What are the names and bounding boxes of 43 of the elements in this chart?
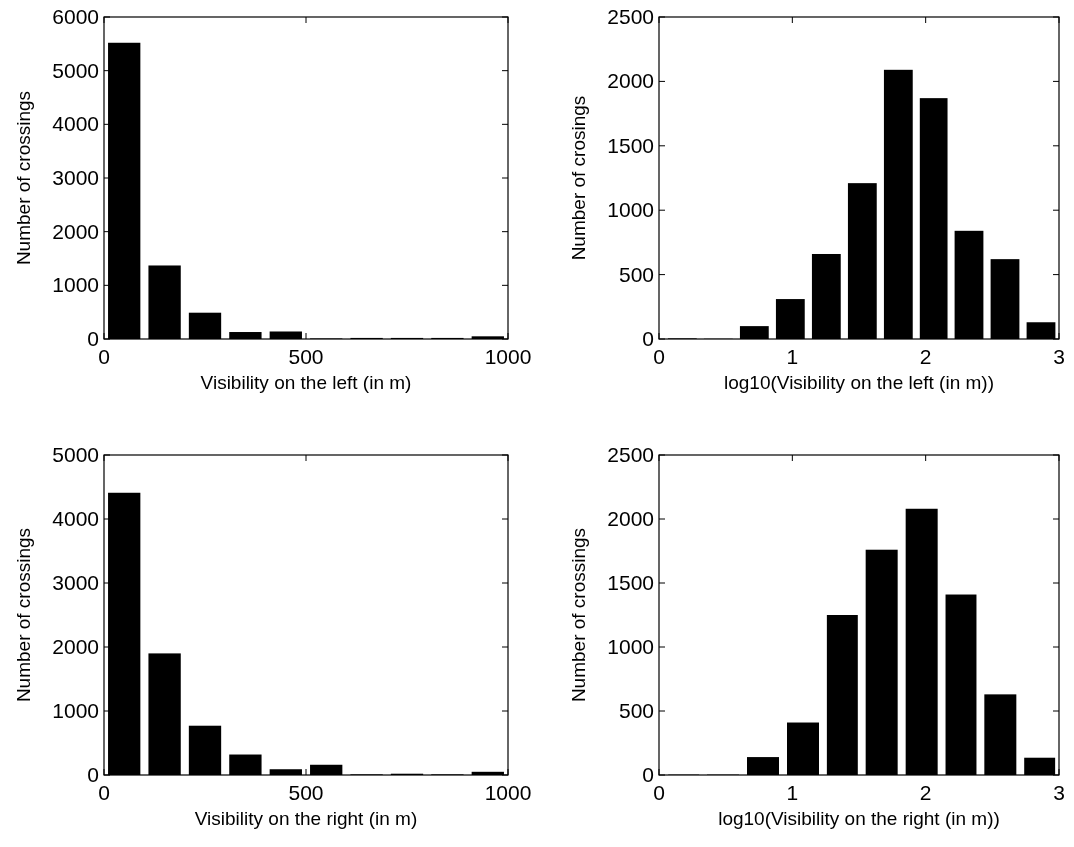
y-tick-label: 5000 (52, 443, 99, 466)
y-axis-title: Number of crosings (568, 95, 589, 261)
y-tick-label: 0 (642, 327, 654, 350)
x-tick-label: 1 (786, 345, 799, 368)
y-tick-label: 500 (618, 699, 654, 722)
y-tick-label: 4000 (52, 112, 99, 136)
x-axis-title: Visibility on the left (in m) (200, 372, 412, 393)
y-tick-label: 0 (87, 763, 99, 786)
y-tick-label: 1000 (52, 699, 99, 722)
y-tick-label: 0 (642, 763, 654, 786)
y-tick-label: 4000 (52, 507, 99, 530)
y-tick-label: 3000 (52, 571, 99, 594)
y-tick-label: 6000 (52, 5, 99, 28)
x-tick-label: 500 (288, 345, 324, 368)
y-tick-label: 5000 (52, 58, 99, 82)
x-axis-title: Visibility on the right (in m) (194, 808, 418, 829)
x-axis-title: log10(Visibility on the right (in m)) (718, 808, 1000, 829)
y-tick-label: 0 (87, 327, 99, 350)
y-tick-label: 2000 (52, 219, 99, 243)
y-tick-label: 2500 (607, 5, 654, 28)
y-tick-label: 2500 (607, 443, 654, 466)
x-tick-label: 2 (919, 345, 932, 368)
y-tick-label: 3000 (52, 166, 99, 189)
y-axis-title: Number of crossings (13, 527, 34, 703)
x-tick-label: 1000 (484, 345, 532, 368)
y-tick-label: 2000 (607, 69, 654, 93)
y-tick-label: 1500 (607, 571, 654, 594)
y-tick-label: 1000 (607, 198, 654, 222)
y-tick-label: 500 (618, 262, 654, 286)
y-tick-label: 2000 (52, 635, 99, 658)
y-tick-label: 1500 (607, 133, 654, 157)
y-axis-title: Number of crossings (13, 90, 34, 266)
x-axis-title: log10(Visibility on the left (in m)) (724, 372, 994, 393)
y-tick-label: 1000 (52, 273, 99, 297)
y-tick-label: 2000 (607, 507, 654, 530)
y-axis-title: Number of crossings (568, 527, 589, 703)
x-tick-label: 1000 (484, 781, 532, 804)
x-tick-label: 3 (1053, 781, 1065, 804)
x-tick-label: 2 (919, 781, 932, 804)
x-tick-label: 3 (1053, 345, 1065, 368)
y-tick-label: 1000 (607, 635, 654, 658)
x-tick-label: 500 (288, 781, 324, 804)
x-tick-label: 1 (786, 781, 799, 804)
